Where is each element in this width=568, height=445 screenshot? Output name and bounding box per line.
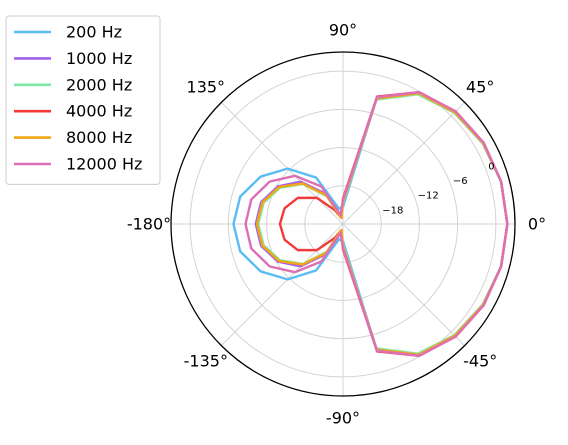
legend-label: 1000 Hz — [66, 49, 132, 68]
angular-tick-label: 45° — [466, 77, 494, 96]
angular-gridline-3 — [221, 102, 344, 225]
legend-label: 4000 Hz — [66, 102, 132, 121]
polar-frame — [170, 51, 516, 397]
legend-label: 12000 Hz — [66, 155, 142, 174]
radial-tick-label: −6 — [453, 176, 468, 187]
series-line-5 — [244, 90, 509, 358]
angular-tick-label: -45° — [463, 352, 497, 371]
angular-tick-label: 135° — [187, 77, 226, 96]
radial-tick-labels: −18 −12 −6 0 — [382, 162, 494, 217]
angular-gridline-1 — [342, 102, 465, 225]
polar-grid — [171, 52, 515, 396]
angular-tick-label: 90° — [329, 21, 357, 40]
legend-label: 2000 Hz — [66, 75, 132, 94]
radial-tick-label: −18 — [382, 205, 403, 216]
legend-label: 8000 Hz — [66, 128, 132, 147]
legend-label: 200 Hz — [66, 23, 122, 42]
series-layer — [232, 90, 509, 358]
angular-tick-label: -180° — [127, 215, 171, 234]
legend: 200 Hz 1000 Hz 2000 Hz 4000 Hz 8000 Hz 12000 … — [5, 15, 161, 185]
angular-tick-label: -135° — [184, 352, 228, 371]
angular-gridline-5 — [221, 223, 344, 346]
angular-tick-label: -90° — [326, 409, 360, 428]
radial-tick-label: 0 — [488, 162, 494, 173]
radial-tick-label: −12 — [418, 191, 439, 202]
angular-gridline-7 — [342, 223, 465, 346]
angular-tick-labels: 0° 45° 90° 135° -180° -135° -90° -45° — [127, 21, 546, 428]
angular-tick-label: 0° — [528, 215, 546, 234]
polar-outer-circle — [170, 51, 516, 397]
